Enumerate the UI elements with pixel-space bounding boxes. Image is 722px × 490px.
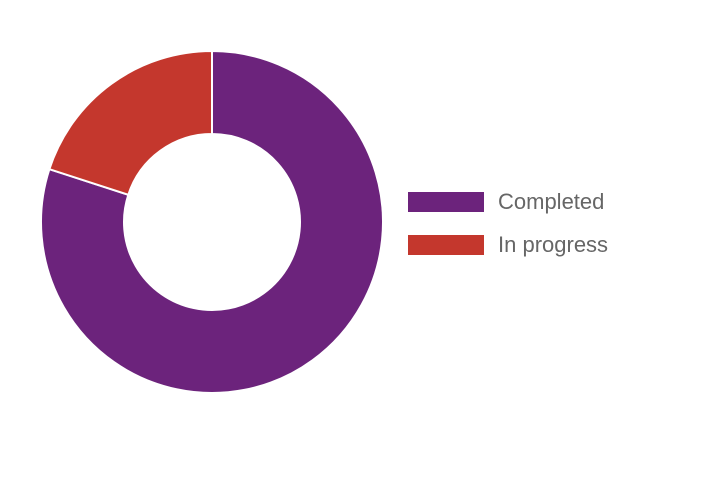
legend-label-completed: Completed xyxy=(498,189,605,214)
legend-label-in-progress: In progress xyxy=(498,232,609,257)
slice-in-progress[interactable] xyxy=(48,49,213,197)
legend-swatch-in-progress xyxy=(408,234,484,255)
donut-slices xyxy=(40,49,384,394)
chart-legend: Completed In progress xyxy=(408,186,608,272)
legend-item-in-progress[interactable]: In progress xyxy=(408,229,608,260)
legend-swatch-completed xyxy=(408,191,484,212)
slice-completed[interactable] xyxy=(40,49,384,394)
legend-item-completed[interactable]: Completed xyxy=(408,186,608,217)
